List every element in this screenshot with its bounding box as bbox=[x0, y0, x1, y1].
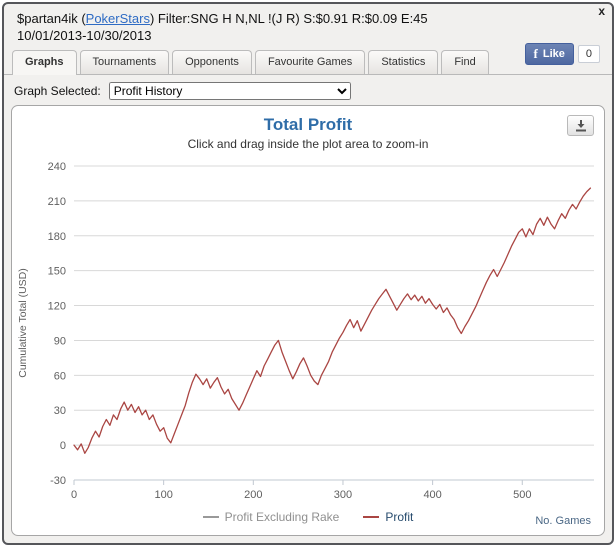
tab-find[interactable]: Find bbox=[441, 50, 489, 74]
svg-text:60: 60 bbox=[54, 370, 66, 382]
svg-text:180: 180 bbox=[48, 231, 66, 243]
legend-swatch-gray bbox=[202, 516, 219, 518]
svg-text:240: 240 bbox=[48, 161, 66, 173]
chart-subtitle: Click and drag inside the plot area to z… bbox=[187, 137, 429, 151]
tab-bar: Graphs Tournaments Opponents Favourite G… bbox=[4, 45, 612, 75]
date-range: 10/01/2013-10/30/2013 bbox=[17, 28, 152, 43]
chart-panel: Total Profit Click and drag inside the p… bbox=[11, 105, 605, 536]
svg-text:30: 30 bbox=[54, 405, 66, 417]
svg-text:100: 100 bbox=[154, 489, 172, 501]
tab-graphs[interactable]: Graphs bbox=[12, 50, 77, 75]
legend-swatch-red bbox=[363, 516, 380, 518]
profit-chart[interactable]: -30 0 30 60 90 120 150 180 210 240 0 100 200 300 400 50… bbox=[12, 156, 604, 516]
like-count-badge: 0 bbox=[577, 45, 600, 63]
svg-text:500: 500 bbox=[513, 489, 531, 501]
svg-text:90: 90 bbox=[54, 335, 66, 347]
tab-favourite-games[interactable]: Favourite Games bbox=[254, 50, 366, 74]
svg-text:120: 120 bbox=[48, 301, 66, 313]
svg-text:400: 400 bbox=[423, 489, 441, 501]
svg-text:210: 210 bbox=[48, 196, 66, 208]
x-axis-title: No. Games bbox=[535, 515, 591, 527]
svg-text:Cumulative Total (USD): Cumulative Total (USD) bbox=[17, 268, 29, 378]
close-icon[interactable]: x bbox=[598, 4, 605, 18]
facebook-like-widget: f Like 0 bbox=[524, 43, 600, 65]
tab-opponents[interactable]: Opponents bbox=[172, 50, 252, 74]
legend-item-profit[interactable]: Profit bbox=[363, 510, 413, 524]
svg-text:0: 0 bbox=[60, 440, 66, 452]
legend-label-profit: Profit bbox=[385, 510, 414, 524]
tab-statistics[interactable]: Statistics bbox=[368, 50, 439, 74]
filter-summary: ) Filter:SNG H N,NL !(J R) S:$0.91 R:$0.… bbox=[149, 11, 428, 26]
svg-text:150: 150 bbox=[48, 266, 66, 278]
player-name-prefix: $partan4ik ( bbox=[17, 11, 86, 26]
graph-selector-row: Graph Selected: Profit History bbox=[4, 75, 612, 105]
facebook-like-label: Like bbox=[542, 48, 565, 60]
chart-legend: Profit Excluding Rake Profit bbox=[12, 510, 604, 524]
svg-text:200: 200 bbox=[244, 489, 262, 501]
pokerstars-link[interactable]: PokerStars bbox=[85, 11, 150, 26]
player-header: $partan4ik (PokerStars) Filter:SNG H N,N… bbox=[4, 4, 612, 44]
legend-item-profit-excluding-rake[interactable]: Profit Excluding Rake bbox=[202, 510, 340, 524]
facebook-icon: f bbox=[533, 46, 538, 61]
player-filter-line: $partan4ik (PokerStars) Filter:SNG H N,N… bbox=[17, 10, 599, 27]
svg-text:-30: -30 bbox=[50, 475, 66, 487]
export-chart-button[interactable] bbox=[567, 115, 594, 136]
chart-title: Total Profit bbox=[263, 115, 353, 134]
svg-text:300: 300 bbox=[334, 489, 352, 501]
graph-selected-label: Graph Selected: bbox=[14, 84, 101, 98]
svg-text:0: 0 bbox=[71, 489, 77, 501]
tab-tournaments[interactable]: Tournaments bbox=[79, 50, 170, 74]
graph-type-select[interactable]: Profit History bbox=[108, 82, 351, 100]
legend-label-profit-excluding-rake: Profit Excluding Rake bbox=[224, 510, 340, 524]
download-icon bbox=[575, 120, 586, 132]
facebook-like-button[interactable]: f Like bbox=[524, 43, 574, 65]
